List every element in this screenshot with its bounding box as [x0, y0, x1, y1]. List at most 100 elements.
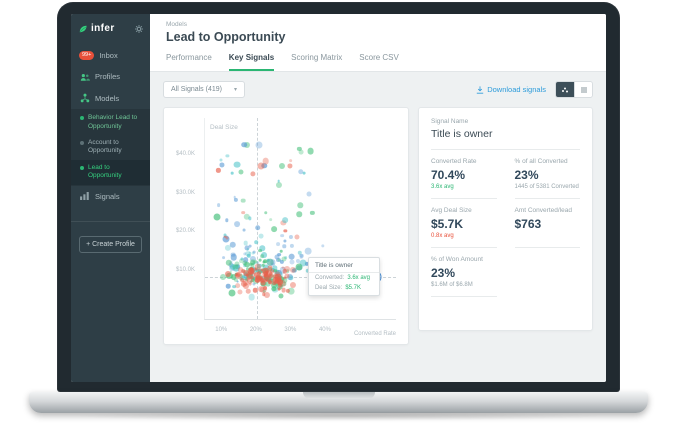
scatter-point[interactable] — [280, 220, 286, 226]
scatter-point[interactable] — [255, 141, 263, 149]
sidebar-subitem-account-to-opportunity[interactable]: Account to Opportunity — [71, 135, 150, 160]
tab-scoring-matrix[interactable]: Scoring Matrix — [291, 53, 343, 62]
scatter-point[interactable] — [255, 275, 260, 280]
scatter-point[interactable] — [243, 213, 251, 221]
scatter-point[interactable] — [242, 260, 248, 266]
scatter-point[interactable] — [295, 258, 300, 263]
scatter-point[interactable] — [267, 258, 270, 262]
scatter-point[interactable] — [239, 278, 244, 283]
scatter-point[interactable] — [285, 288, 291, 293]
scatter-point[interactable] — [254, 267, 257, 271]
gear-icon[interactable] — [135, 24, 143, 33]
scatter-point[interactable] — [270, 259, 276, 265]
scatter-point[interactable] — [253, 259, 257, 263]
scatter-point[interactable] — [241, 210, 246, 215]
scatter-point[interactable] — [258, 258, 262, 262]
scatter-point[interactable] — [219, 158, 223, 162]
scatter-point[interactable] — [239, 273, 243, 277]
scatter-point[interactable] — [238, 274, 244, 281]
scatter-point[interactable] — [272, 265, 278, 271]
scatter-point[interactable] — [299, 253, 304, 258]
scatter-point[interactable] — [261, 263, 265, 267]
scatter-point[interactable] — [262, 158, 269, 165]
scatter-point[interactable] — [246, 247, 249, 251]
scatter-point[interactable] — [297, 146, 302, 151]
scatter-point[interactable] — [243, 270, 250, 277]
scatter-point[interactable] — [281, 256, 287, 262]
scatter-point[interactable] — [216, 168, 221, 173]
scatter-point[interactable] — [288, 253, 295, 260]
scatter-point[interactable] — [230, 252, 236, 258]
scatter-point[interactable] — [268, 280, 273, 284]
view-toggle-table-button[interactable] — [574, 82, 592, 97]
scatter-point[interactable] — [234, 261, 240, 267]
scatter-point[interactable] — [256, 268, 259, 272]
scatter-point[interactable] — [252, 250, 256, 254]
scatter-point[interactable] — [252, 288, 258, 293]
scatter-point[interactable] — [222, 235, 230, 243]
download-signals-link[interactable]: Download signals — [476, 85, 546, 94]
scatter-point[interactable] — [224, 244, 232, 251]
scatter-point[interactable] — [261, 163, 267, 169]
scatter-point[interactable] — [244, 277, 249, 282]
scatter-point[interactable] — [254, 224, 261, 231]
scatter-point[interactable] — [277, 287, 281, 291]
scatter-point[interactable] — [246, 253, 252, 259]
scatter-point[interactable] — [277, 179, 280, 183]
scatter-point[interactable] — [295, 263, 303, 271]
scatter-point[interactable] — [255, 267, 262, 274]
scatter-point[interactable] — [243, 142, 250, 149]
scatter-point[interactable] — [272, 281, 277, 286]
scatter-point[interactable] — [258, 286, 265, 293]
scatter-point[interactable] — [249, 259, 256, 266]
scatter-point[interactable] — [244, 245, 250, 251]
scatter-point[interactable] — [245, 267, 250, 272]
scatter-point[interactable] — [263, 275, 270, 281]
scatter-point[interactable] — [274, 270, 281, 277]
scatter-point[interactable] — [249, 262, 253, 266]
tab-key-signals[interactable]: Key Signals — [228, 53, 275, 71]
scatter-point[interactable] — [263, 259, 268, 264]
scatter-point[interactable] — [276, 242, 280, 247]
scatter-point[interactable] — [279, 163, 286, 170]
scatter-point[interactable] — [246, 277, 253, 284]
scatter-point[interactable] — [225, 284, 231, 289]
scatter-point[interactable] — [304, 248, 312, 255]
scatter-point[interactable] — [282, 244, 287, 248]
create-profile-button[interactable]: + Create Profile — [79, 235, 142, 253]
scatter-point[interactable] — [253, 276, 256, 280]
scatter-point[interactable] — [277, 283, 282, 289]
scatter-point[interactable] — [268, 274, 275, 280]
scatter-point[interactable] — [274, 269, 280, 275]
scatter-point[interactable] — [296, 211, 302, 218]
scatter-point[interactable] — [251, 251, 255, 255]
scatter-point[interactable] — [243, 240, 249, 246]
scatter-point[interactable] — [252, 261, 256, 265]
scatter-point[interactable] — [279, 277, 282, 281]
scatter-point[interactable] — [284, 273, 290, 279]
scatter-point[interactable] — [232, 284, 236, 289]
scatter-point[interactable] — [213, 213, 221, 221]
scatter-point[interactable] — [272, 274, 278, 280]
scatter-point[interactable] — [232, 265, 240, 272]
scatter-point[interactable] — [260, 280, 266, 286]
scatter-point[interactable] — [282, 216, 289, 223]
scatter-point[interactable] — [266, 259, 274, 266]
scatter-point[interactable] — [278, 279, 286, 287]
scatter-point[interactable] — [280, 233, 285, 238]
tab-score-csv[interactable]: Score CSV — [359, 53, 399, 62]
scatter-point[interactable] — [247, 268, 255, 275]
scatter-point[interactable] — [270, 269, 275, 273]
scatter-point[interactable] — [265, 270, 273, 277]
scatter-point[interactable] — [233, 161, 241, 168]
scatter-point[interactable] — [225, 236, 229, 240]
scatter-point[interactable] — [225, 259, 232, 267]
scatter-point[interactable] — [289, 266, 296, 274]
sidebar-item-profiles[interactable]: Profiles — [71, 66, 150, 87]
sidebar-subitem-behavior-lead-to-opportunity[interactable]: Behavior Lead to Opportunity — [71, 110, 150, 135]
scatter-point[interactable] — [248, 294, 256, 301]
scatter-point[interactable] — [219, 274, 226, 281]
scatter-point[interactable] — [225, 153, 230, 158]
scatter-point[interactable] — [294, 234, 300, 240]
scatter-point[interactable] — [235, 272, 242, 279]
